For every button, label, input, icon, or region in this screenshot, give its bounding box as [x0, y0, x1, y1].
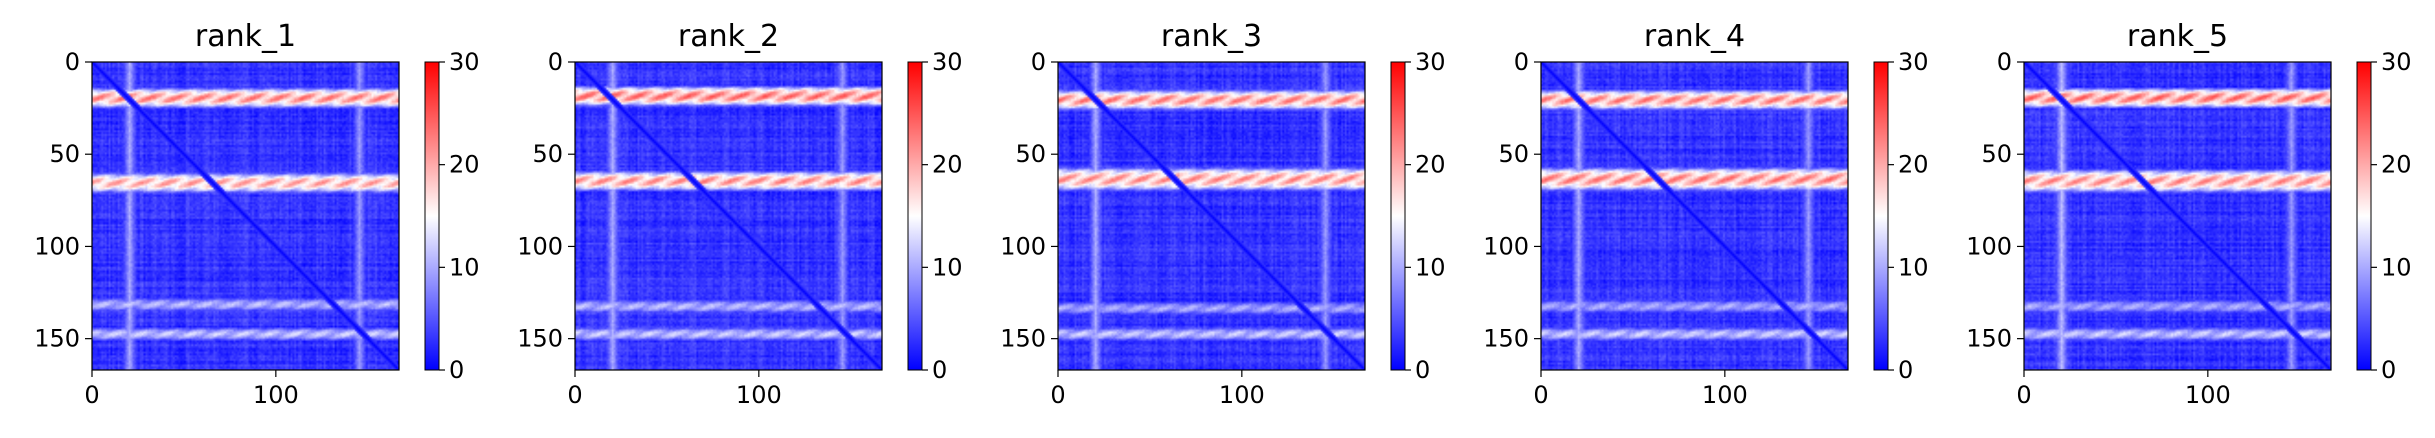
colorbar [2356, 61, 2372, 371]
y-tick-label: 50 [532, 140, 563, 168]
colorbar-tick-label: 30 [932, 48, 963, 76]
x-tick-label: 0 [2016, 381, 2031, 409]
panel-title: rank_1 [195, 19, 296, 54]
heatmap-image [2024, 62, 2331, 370]
y-tick-label: 50 [1498, 140, 1529, 168]
x-tick-label: 0 [567, 381, 582, 409]
colorbar-tick-label: 30 [2381, 48, 2412, 76]
plot-frame [574, 61, 883, 371]
colorbar-tick-label: 20 [2381, 151, 2412, 179]
x-tick-label: 100 [253, 381, 299, 409]
plot-frame [91, 61, 400, 371]
x-tick-label: 100 [1219, 381, 1265, 409]
y-tick-label: 0 [548, 48, 563, 76]
colorbar-tick-label: 0 [2381, 356, 2396, 384]
y-tick-label: 100 [1966, 232, 2012, 260]
y-tick-label: 150 [1483, 325, 1529, 353]
x-tick-label: 100 [736, 381, 782, 409]
colorbar-tick-label: 30 [449, 48, 480, 76]
colorbar [424, 61, 440, 371]
plot-frame [2023, 61, 2332, 371]
x-tick-label: 0 [84, 381, 99, 409]
colorbar-tick-label: 0 [1898, 356, 1913, 384]
colorbar [1873, 61, 1889, 371]
heatmap-image [575, 62, 882, 370]
heatmap-image [1058, 62, 1365, 370]
colorbar-tick-label: 10 [932, 253, 963, 281]
y-tick-label: 100 [1483, 232, 1529, 260]
colorbar-tick-label: 20 [449, 151, 480, 179]
colorbar [1390, 61, 1406, 371]
y-tick-label: 150 [34, 325, 80, 353]
y-tick-label: 150 [1000, 325, 1046, 353]
colorbar-tick-label: 30 [1415, 48, 1446, 76]
y-tick-label: 0 [1997, 48, 2012, 76]
panel-title: rank_4 [1644, 19, 1745, 54]
colorbar [907, 61, 923, 371]
y-tick-label: 100 [34, 232, 80, 260]
colorbar-tick-label: 10 [1415, 253, 1446, 281]
colorbar-tick-label: 20 [1415, 151, 1446, 179]
y-tick-label: 0 [1514, 48, 1529, 76]
colorbar-tick-label: 10 [2381, 253, 2412, 281]
heatmap-image [92, 62, 399, 370]
x-tick-label: 0 [1050, 381, 1065, 409]
plot-frame [1540, 61, 1849, 371]
y-tick-label: 0 [1031, 48, 1046, 76]
colorbar-tick-label: 10 [1898, 253, 1929, 281]
panel-title: rank_3 [1161, 19, 1262, 54]
heatmap-image [1541, 62, 1848, 370]
colorbar-tick-label: 20 [1898, 151, 1929, 179]
plot-frame [1057, 61, 1366, 371]
y-tick-label: 0 [65, 48, 80, 76]
colorbar-tick-label: 10 [449, 253, 480, 281]
panel-title: rank_5 [2127, 19, 2228, 54]
y-tick-label: 50 [1981, 140, 2012, 168]
y-tick-label: 50 [1015, 140, 1046, 168]
colorbar-tick-label: 30 [1898, 48, 1929, 76]
colorbar-tick-label: 0 [449, 356, 464, 384]
y-tick-label: 100 [1000, 232, 1046, 260]
colorbar-tick-label: 0 [932, 356, 947, 384]
x-tick-label: 100 [2185, 381, 2231, 409]
y-tick-label: 150 [1966, 325, 2012, 353]
x-tick-label: 100 [1702, 381, 1748, 409]
x-tick-label: 0 [1533, 381, 1548, 409]
colorbar-tick-label: 0 [1415, 356, 1430, 384]
panel-title: rank_2 [678, 19, 779, 54]
y-tick-label: 150 [517, 325, 563, 353]
y-tick-label: 100 [517, 232, 563, 260]
colorbar-tick-label: 20 [932, 151, 963, 179]
y-tick-label: 50 [49, 140, 80, 168]
